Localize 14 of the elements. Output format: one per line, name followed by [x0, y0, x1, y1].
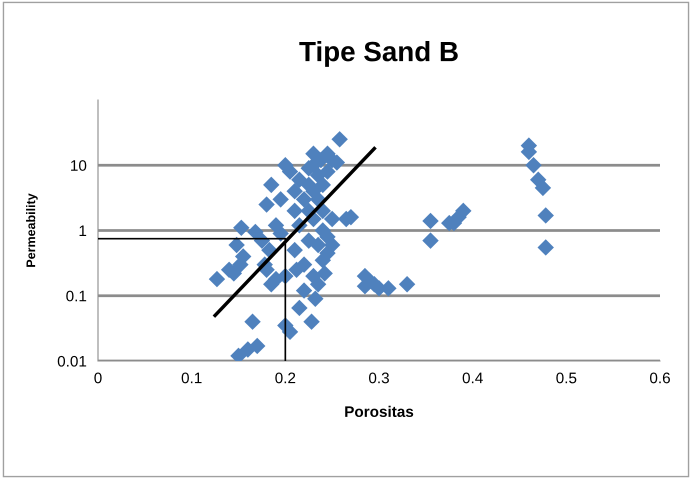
y-tick-label: 10	[71, 160, 86, 171]
chart-title: Tipe Sand B	[299, 40, 458, 67]
y-tick-label: 0.1	[66, 290, 86, 302]
x-tick-label: 0.2	[275, 372, 296, 384]
x-tick-label: 0	[94, 372, 102, 384]
y-axis-title: Permeability	[26, 193, 38, 267]
y-tick-label: 0.01	[58, 356, 86, 367]
x-tick-label: 0.1	[182, 372, 202, 384]
x-tick-label: 0.5	[556, 372, 576, 384]
x-tick-label: 0.4	[462, 372, 483, 384]
y-tick-label: 1	[80, 226, 86, 236]
x-tick-label: 0.6	[650, 372, 670, 384]
x-tick-label: 0.3	[368, 372, 389, 384]
x-axis-title: Porositas	[345, 406, 414, 418]
